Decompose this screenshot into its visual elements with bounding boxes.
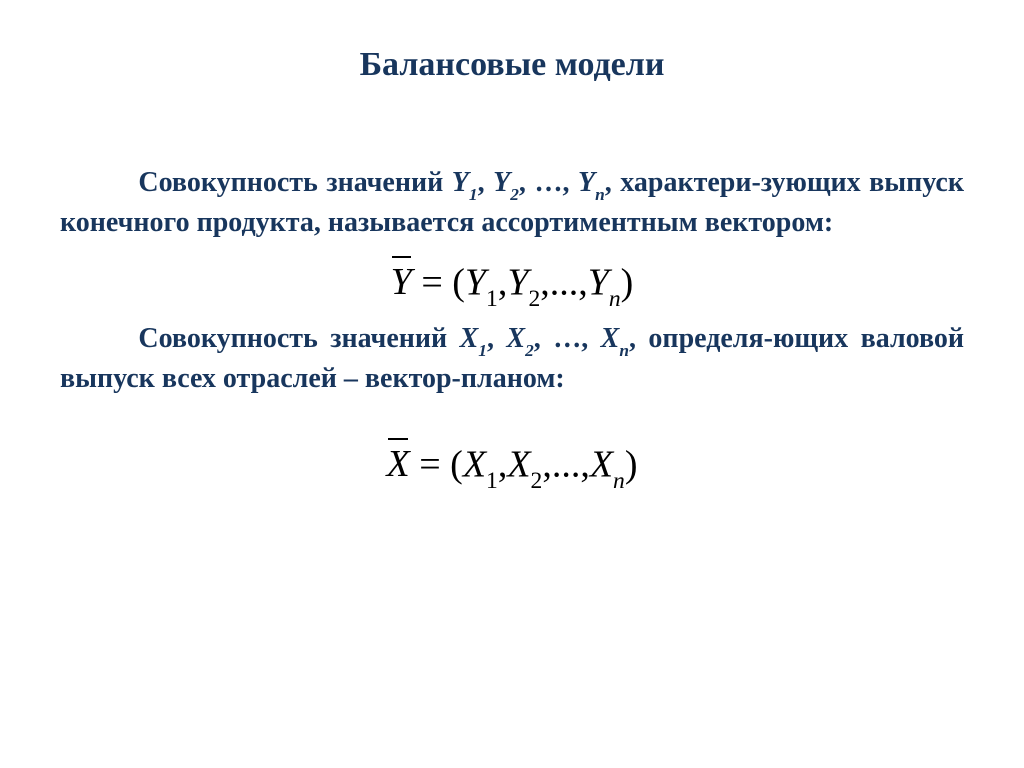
f2-sn: n — [613, 468, 625, 494]
p1-Y1: Y — [452, 167, 469, 198]
f1-sn: n — [609, 286, 621, 312]
f1-Y: Y — [391, 261, 412, 303]
f1-s2: 2 — [528, 286, 540, 312]
f2-s2: 2 — [531, 468, 543, 494]
formula-x: X = (X1,X2,...,Xn) — [387, 438, 638, 492]
formula-y: Y = (Y1,Y2,...,Yn) — [391, 256, 634, 310]
p2-c1: , — [487, 323, 506, 354]
slide-title: Балансовые модели — [60, 46, 964, 84]
p2-s2: 2 — [525, 341, 534, 360]
f2-close: ) — [625, 443, 638, 485]
paragraph-assortment-vector: Совокупность значений Y1, Y2, …, Yn, хар… — [60, 164, 964, 242]
f2-X1: X — [463, 443, 486, 485]
p1-run1: Совокупность значений — [138, 167, 451, 198]
p1-c2: , …, — [519, 167, 578, 198]
p2-sn: n — [619, 341, 629, 360]
p1-Y2: Y — [493, 167, 510, 198]
p2-X1: X — [460, 323, 479, 354]
f2-eq: = ( — [410, 443, 463, 485]
vec-x: X — [387, 438, 410, 487]
p2-run1: Совокупность значений — [138, 323, 459, 354]
p2-X2: X — [506, 323, 525, 354]
p2-s1: 1 — [478, 341, 487, 360]
vec-y: Y — [391, 256, 412, 305]
vec-bar-x — [388, 438, 408, 440]
p2-c2: , …, — [534, 323, 601, 354]
p1-sn: n — [595, 185, 605, 204]
p1-s1: 1 — [469, 185, 478, 204]
f1-close: ) — [621, 261, 634, 303]
f2-c1: , — [498, 443, 508, 485]
paragraph-plan-vector: Совокупность значений X1, X2, …, Xn, опр… — [60, 320, 964, 398]
formula-x-vector: X = (X1,X2,...,Xn) — [60, 438, 964, 492]
f1-Y2: Y — [507, 261, 528, 303]
f2-s1: 1 — [486, 468, 498, 494]
p1-c1: , — [478, 167, 494, 198]
vec-bar — [392, 256, 411, 258]
p1-s2: 2 — [510, 185, 519, 204]
f1-c2: ,..., — [540, 261, 588, 303]
p1-Yn: Y — [578, 167, 595, 198]
f1-s1: 1 — [486, 286, 498, 312]
formula-y-vector: Y = (Y1,Y2,...,Yn) — [60, 256, 964, 310]
f2-X2: X — [507, 443, 530, 485]
f2-c2: ,..., — [542, 443, 590, 485]
p2-Xn: X — [601, 323, 620, 354]
f1-eq: = ( — [412, 261, 465, 303]
f1-Y1: Y — [465, 261, 486, 303]
f1-Yn: Y — [588, 261, 609, 303]
f2-X: X — [387, 443, 410, 485]
f1-c1: , — [498, 261, 508, 303]
f2-Xn: X — [590, 443, 613, 485]
slide: Балансовые модели Совокупность значений … — [0, 0, 1024, 768]
